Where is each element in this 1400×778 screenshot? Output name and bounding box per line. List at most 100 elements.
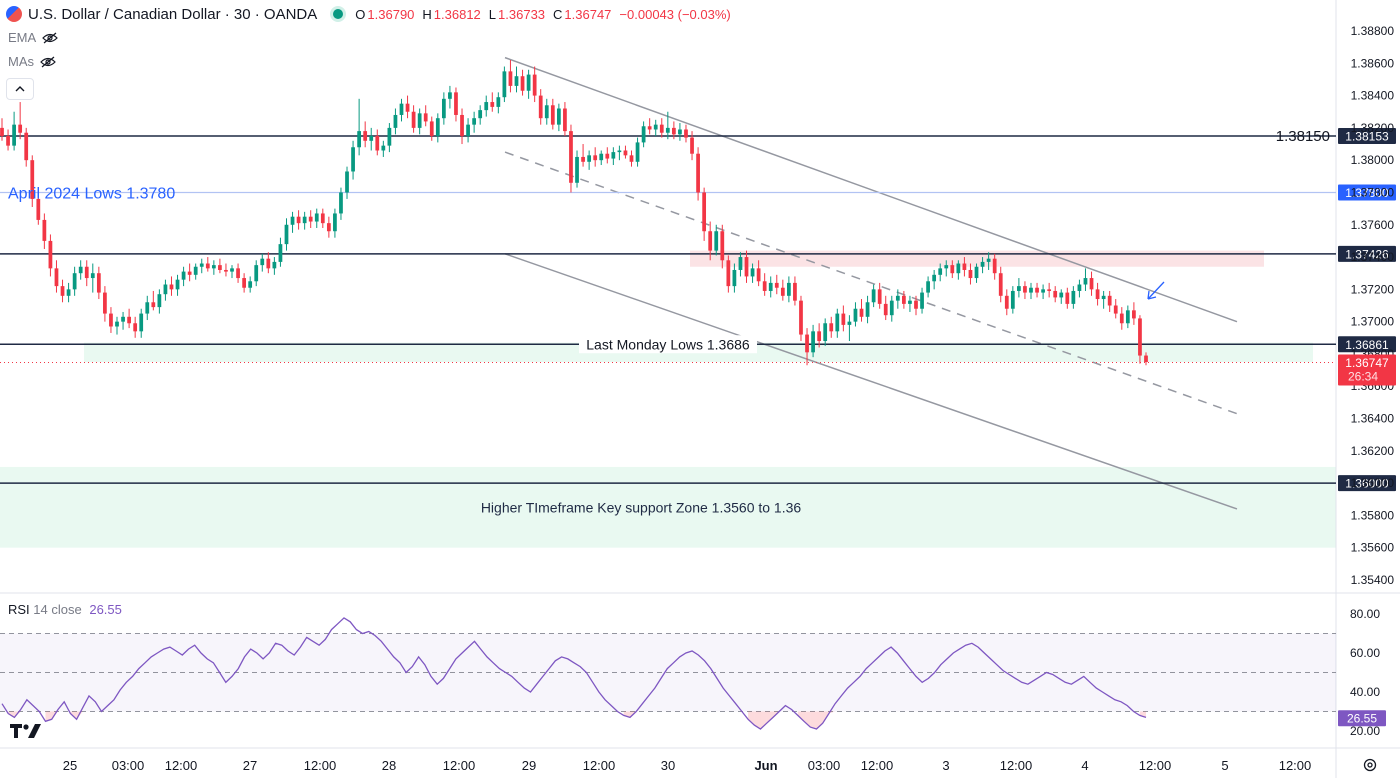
candle	[448, 85, 452, 109]
level-axis-label: 1.36861	[1345, 338, 1389, 352]
candle	[708, 221, 713, 261]
time-tick-label: 12:00	[583, 758, 616, 773]
tradingview-logo-icon[interactable]	[10, 720, 42, 746]
currency-flag-icon	[6, 6, 22, 22]
candle	[1083, 268, 1088, 291]
candle-body	[448, 92, 452, 99]
candle-body	[950, 265, 955, 274]
candle-body	[236, 268, 240, 279]
candle-body	[902, 295, 906, 304]
indicator-ema[interactable]: EMA	[8, 30, 59, 45]
candle-body	[375, 135, 380, 151]
candle	[538, 89, 543, 125]
rsi-oversold-fill	[797, 711, 805, 722]
level-axis-label: 1.38153	[1345, 129, 1389, 143]
indicator-mas[interactable]: MAs	[8, 54, 56, 69]
candle-body	[787, 282, 791, 296]
candle-body	[1017, 286, 1021, 291]
annotations: Higher TImeframe Key support Zone 1.3560…	[8, 128, 1330, 515]
candle-body	[484, 102, 489, 111]
candle-body	[472, 118, 477, 125]
candle	[756, 260, 761, 287]
candle	[254, 260, 259, 287]
candle	[1125, 305, 1130, 329]
candle-body	[726, 260, 731, 287]
candle-body	[302, 216, 307, 224]
candle	[429, 116, 434, 141]
candle-body	[926, 281, 930, 293]
symbol-title[interactable]: U.S. Dollar / Canadian Dollar · 30 · OAN…	[28, 5, 318, 23]
candle-body	[647, 126, 652, 130]
rsi-tick-label: 40.00	[1350, 685, 1380, 699]
candle-body	[641, 126, 646, 143]
candle	[968, 263, 973, 285]
time-tick-label: 12:00	[1139, 758, 1172, 773]
candle-body	[96, 273, 101, 293]
candle	[72, 266, 77, 296]
candle	[1065, 287, 1070, 309]
candle	[30, 155, 35, 208]
candle	[1053, 286, 1058, 303]
rsi-legend[interactable]: RSI 14 close 26.55	[8, 602, 122, 617]
time-tick-label: 12:00	[1279, 758, 1312, 773]
candle-body	[224, 269, 228, 272]
candle-body	[1029, 287, 1033, 293]
eye-off-icon[interactable]	[42, 32, 59, 44]
candle-body	[653, 124, 658, 130]
eye-off-icon[interactable]	[40, 56, 56, 68]
candle	[587, 150, 592, 170]
level-label: Last Monday Lows 1.3686	[586, 336, 750, 352]
time-tick-label: 27	[243, 758, 257, 773]
candle	[103, 286, 107, 322]
candle	[308, 210, 313, 228]
candle	[750, 263, 755, 283]
candle	[1107, 290, 1112, 312]
candle-body	[78, 266, 83, 274]
candle	[18, 102, 23, 140]
candle	[593, 147, 598, 167]
gear-icon[interactable]	[1362, 757, 1378, 773]
candle	[665, 111, 670, 140]
candle-body	[732, 269, 737, 287]
candle	[986, 252, 991, 270]
candle-body	[974, 266, 979, 279]
candle-body	[399, 103, 404, 115]
candle-body	[296, 216, 301, 224]
candle	[702, 187, 707, 241]
level-axis-label: 1.37800	[1345, 186, 1389, 200]
candle-body	[581, 156, 585, 162]
candle-body	[1077, 284, 1082, 291]
candle-body	[363, 131, 368, 141]
candle-body	[157, 294, 162, 308]
candle	[690, 131, 694, 161]
candle-body	[992, 258, 997, 274]
candle-body	[738, 257, 743, 270]
rsi-oversold-fill	[766, 711, 773, 724]
candle-body	[823, 323, 828, 342]
candle-body	[859, 308, 864, 317]
candle	[115, 316, 119, 335]
candle	[902, 290, 906, 309]
candle-body	[441, 98, 446, 119]
candle	[1132, 302, 1136, 325]
candle	[60, 279, 65, 303]
candle	[623, 145, 628, 159]
candle-body	[750, 268, 755, 277]
candle	[908, 295, 912, 312]
candle	[435, 113, 440, 143]
indicator-label: MAs	[8, 54, 34, 69]
trend-lines	[504, 56, 1238, 510]
candle-body	[320, 213, 325, 224]
candle	[659, 118, 664, 138]
collapse-indicators-button[interactable]	[6, 78, 34, 100]
candle-body	[6, 135, 10, 146]
candle	[48, 234, 53, 277]
candle-body	[556, 108, 561, 125]
zone-green	[0, 466, 1336, 548]
channel-line	[504, 56, 1238, 323]
candle-body	[817, 331, 822, 342]
price-axis: 1.38153 1.37800 1.37426 1.36861 1.36000 1.388…	[1338, 24, 1396, 738]
candle-body	[454, 92, 458, 115]
candle	[744, 250, 749, 283]
